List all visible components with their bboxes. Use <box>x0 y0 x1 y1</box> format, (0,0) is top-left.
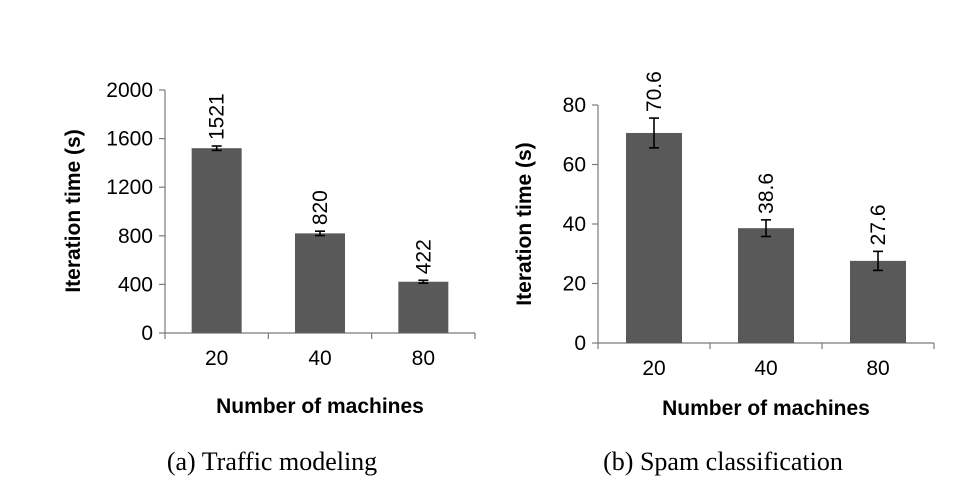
bar <box>191 148 242 333</box>
caption-a: (a) Traffic modeling <box>167 447 377 476</box>
bar <box>295 233 345 333</box>
y-tick-label: 0 <box>141 322 153 345</box>
y-tick-label: 1200 <box>106 176 153 199</box>
x-tick-label: 80 <box>412 347 435 370</box>
data-label: 27.6 <box>867 204 890 245</box>
x-axis-title-a: Number of machines <box>216 395 424 418</box>
bar <box>738 228 794 343</box>
data-label: 422 <box>412 239 435 274</box>
y-tick-label: 2000 <box>106 79 153 102</box>
x-axis-title-b: Number of machines <box>662 397 870 420</box>
chart-spam-classification: 0 20 40 60 80 70.6 20 38.6 40 27.6 80 Iteration tim… <box>513 71 935 476</box>
data-label: 70.6 <box>643 71 666 112</box>
x-tick-label: 20 <box>205 347 228 370</box>
x-tick-label: 40 <box>308 347 331 370</box>
x-tick-label: 40 <box>754 357 777 380</box>
y-tick-label: 1600 <box>106 128 153 151</box>
y-tick-label: 20 <box>563 273 586 296</box>
y-tick-label: 80 <box>563 94 586 117</box>
y-tick-label: 400 <box>118 273 153 296</box>
y-axis-title-b: Iteration time (s) <box>513 142 536 305</box>
y-tick-label: 40 <box>563 213 586 236</box>
y-tick-label: 800 <box>118 225 153 248</box>
bar <box>850 260 906 343</box>
x-tick-label: 80 <box>866 357 889 380</box>
y-tick-label: 60 <box>563 154 586 177</box>
bar <box>626 132 682 343</box>
caption-b: (b) Spam classification <box>603 447 843 476</box>
y-tick-label: 0 <box>574 332 586 355</box>
data-label: 1521 <box>206 93 229 140</box>
bar <box>398 281 449 333</box>
data-label: 38.6 <box>755 173 778 214</box>
y-axis-title-a: Iteration time (s) <box>62 129 85 292</box>
x-tick-label: 20 <box>642 357 665 380</box>
data-label: 820 <box>309 190 332 225</box>
chart-traffic-modeling: 0 400 800 1200 1600 2000 1521 20 820 40 422 80 Itera… <box>62 79 476 476</box>
